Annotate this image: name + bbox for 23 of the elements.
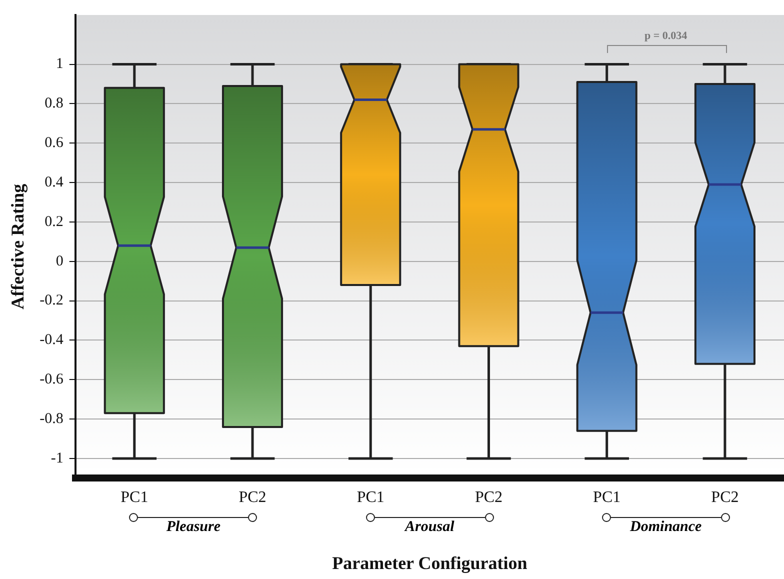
y-tick-label: -1 xyxy=(50,450,64,466)
y-tick-label: -0.6 xyxy=(40,372,64,388)
x-tick-label: PC1 xyxy=(356,489,384,506)
text: Pleasure xyxy=(165,519,222,536)
y-tick-label: 0.6 xyxy=(44,135,64,152)
y-axis-title: Affective Rating xyxy=(7,184,28,310)
x-tick-label: PC1 xyxy=(120,489,148,506)
x-tick-label: PC2 xyxy=(474,489,503,506)
y-tick-label: 0.8 xyxy=(44,96,64,112)
x-tick-label: PC1 xyxy=(593,489,621,506)
y-tick-label: -0.8 xyxy=(40,411,64,428)
annotation: p = 0.034 xyxy=(644,30,688,42)
text: Dominance xyxy=(629,519,703,536)
y-tick-label: 0 xyxy=(56,253,64,270)
text: Arousal xyxy=(403,519,456,536)
y-tick-label: 0.4 xyxy=(44,174,64,190)
y-tick-label: -0.4 xyxy=(40,332,64,348)
y-tick-label: 1 xyxy=(56,56,64,72)
x-tick-label: PC2 xyxy=(238,489,266,506)
y-tick-label: 0.2 xyxy=(44,214,64,230)
y-tick-label: -0.2 xyxy=(40,292,64,309)
x-axis-title: Parameter Configuration xyxy=(332,552,528,573)
x-tick-label: PC2 xyxy=(711,489,739,506)
